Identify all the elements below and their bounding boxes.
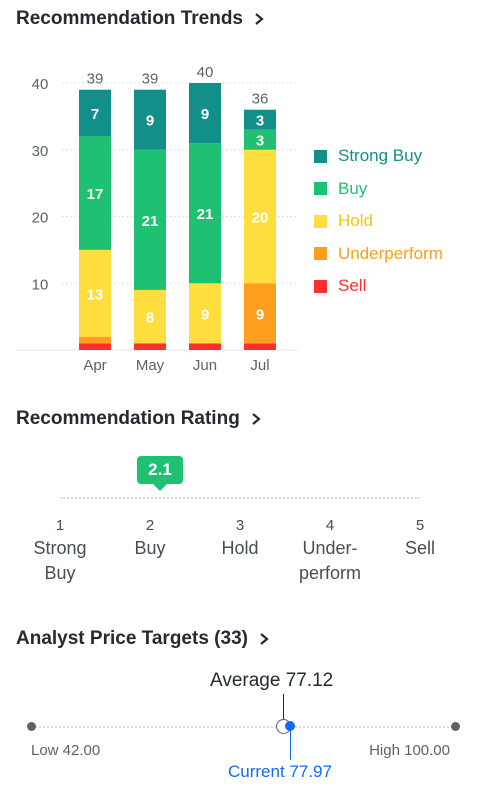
rating-scale-4: 4 Under- perform — [285, 516, 375, 586]
bar-data-label: 13 — [87, 286, 104, 303]
high-target-dot — [451, 722, 460, 731]
bar-data-label: 9 — [201, 306, 209, 323]
bar-data-label: 9 — [201, 106, 209, 123]
chevron-right-icon — [260, 633, 269, 645]
bar-segment-hold — [244, 149, 276, 284]
legend-item-buy[interactable]: Buy — [314, 173, 443, 206]
bar-data-label: 3 — [256, 113, 264, 130]
legend-item-sell[interactable]: Sell — [314, 270, 443, 303]
legend-label: Underperform — [338, 243, 443, 263]
rating-scale-number: 2 — [145, 517, 155, 534]
rating-scale-label: perform — [298, 563, 361, 583]
rating-scale-2: 2 Buy — [105, 516, 195, 561]
rating-scale-label: Strong — [33, 538, 87, 558]
bar-segment-sell — [79, 343, 111, 350]
bar-data-label: 21 — [142, 213, 159, 230]
bar-data-label: 17 — [87, 186, 104, 203]
rating-scale-number: 4 — [325, 517, 335, 534]
average-target-label: Average 77.12 — [210, 670, 334, 691]
rating-scale-label: Hold — [221, 538, 259, 558]
chevron-right-icon — [255, 13, 264, 25]
price-target-track — [32, 726, 456, 728]
bar-data-label: 8 — [146, 310, 154, 327]
current-price-marker — [285, 721, 295, 731]
bar-data-label: 9 — [256, 306, 264, 323]
rating-scale-track — [60, 497, 420, 499]
bar-data-label: 7 — [91, 106, 99, 123]
rating-scale-1: 1 Strong Buy — [15, 516, 105, 586]
chevron-right-icon — [252, 413, 261, 425]
bar-data-label: 21 — [197, 206, 214, 223]
legend-label: Hold — [338, 211, 373, 231]
recommendation-trends-title: Recommendation Trends — [16, 8, 243, 29]
current-price-line — [290, 730, 291, 760]
bar-data-label: 9 — [146, 113, 154, 130]
legend-swatch-icon — [314, 247, 327, 261]
average-target-line — [283, 694, 284, 724]
bar-segment-strong-buy — [244, 109, 276, 130]
bar-data-label: 20 — [252, 210, 269, 227]
x-tick-label: Apr — [83, 357, 106, 374]
legend-label: Sell — [338, 276, 367, 296]
y-tick-label: 40 — [32, 76, 49, 93]
rating-scale-number: 3 — [235, 517, 245, 534]
rating-scale-label: Sell — [404, 538, 435, 558]
bar-segment-buy — [79, 136, 111, 250]
current-price-label: Current 77.97 — [228, 762, 332, 781]
x-tick-label: May — [136, 357, 165, 374]
legend-swatch-icon — [314, 279, 327, 293]
legend-swatch-icon — [314, 214, 327, 228]
rating-scale-5: 5 Sell — [375, 516, 465, 561]
recommendation-rating-heading[interactable]: Recommendation Rating — [16, 408, 262, 430]
bar-segment-sell — [189, 343, 221, 350]
bar-total-label: 36 — [252, 91, 269, 108]
bar-segment-hold — [189, 283, 221, 344]
legend-item-strong-buy[interactable]: Strong Buy — [314, 140, 443, 173]
bar-segment-buy — [134, 149, 166, 290]
x-tick-label: Jul — [250, 357, 269, 374]
analyst-price-targets-title: Analyst Price Targets (33) — [16, 628, 248, 649]
rating-scale-label: Buy — [134, 538, 166, 558]
legend-swatch-icon — [314, 149, 327, 163]
legend-item-hold[interactable]: Hold — [314, 205, 443, 238]
rating-value-badge: 2.1 — [137, 456, 183, 484]
bar-total-label: 39 — [142, 71, 159, 88]
y-tick-label: 20 — [32, 210, 49, 227]
y-tick-label: 10 — [32, 276, 49, 293]
bar-segment-sell — [244, 343, 276, 350]
bar-total-label: 40 — [197, 64, 214, 81]
bar-segment-underperform — [244, 283, 276, 344]
x-tick-label: Jun — [193, 357, 217, 374]
chart-legend: Strong Buy Buy Hold Underperform Sell — [314, 140, 443, 303]
analyst-price-targets-heading[interactable]: Analyst Price Targets (33) — [16, 628, 270, 650]
rating-scale-3: 3 Hold — [195, 516, 285, 561]
legend-label: Strong Buy — [338, 146, 423, 166]
bar-segment-hold — [134, 289, 166, 344]
legend-swatch-icon — [314, 182, 327, 196]
low-target-dot — [27, 722, 36, 731]
y-tick-label: 30 — [32, 143, 49, 160]
legend-item-underperform[interactable]: Underperform — [314, 238, 443, 271]
rating-badge-pointer — [152, 483, 168, 491]
recommendation-trends-heading[interactable]: Recommendation Trends — [16, 8, 265, 30]
bar-segment-buy — [189, 143, 221, 284]
bar-segment-strong-buy — [189, 83, 221, 144]
bar-segment-buy — [244, 129, 276, 150]
bar-segment-sell — [134, 343, 166, 350]
bar-segment-strong-buy — [134, 89, 166, 150]
rating-scale-label: Buy — [44, 563, 76, 583]
bar-segment-strong-buy — [79, 89, 111, 137]
recommendation-rating-title: Recommendation Rating — [16, 408, 240, 429]
bar-total-label: 39 — [87, 71, 104, 88]
high-target-label: High 100.00 — [369, 742, 450, 759]
rating-scale-label: Under- — [302, 538, 358, 558]
bar-data-label: 3 — [256, 133, 264, 150]
rating-scale-number: 5 — [415, 517, 425, 534]
low-target-label: Low 42.00 — [31, 742, 101, 759]
legend-label: Buy — [338, 178, 368, 198]
recommendation-trends-chart: 10 20 30 40 13 17 7 39 Apr 8 21 9 39 May 9 21 9 40 Jun 9 20 3… — [17, 64, 298, 374]
rating-scale-number: 1 — [55, 517, 65, 534]
bar-segment-underperform — [79, 336, 111, 344]
bar-segment-hold — [79, 249, 111, 337]
